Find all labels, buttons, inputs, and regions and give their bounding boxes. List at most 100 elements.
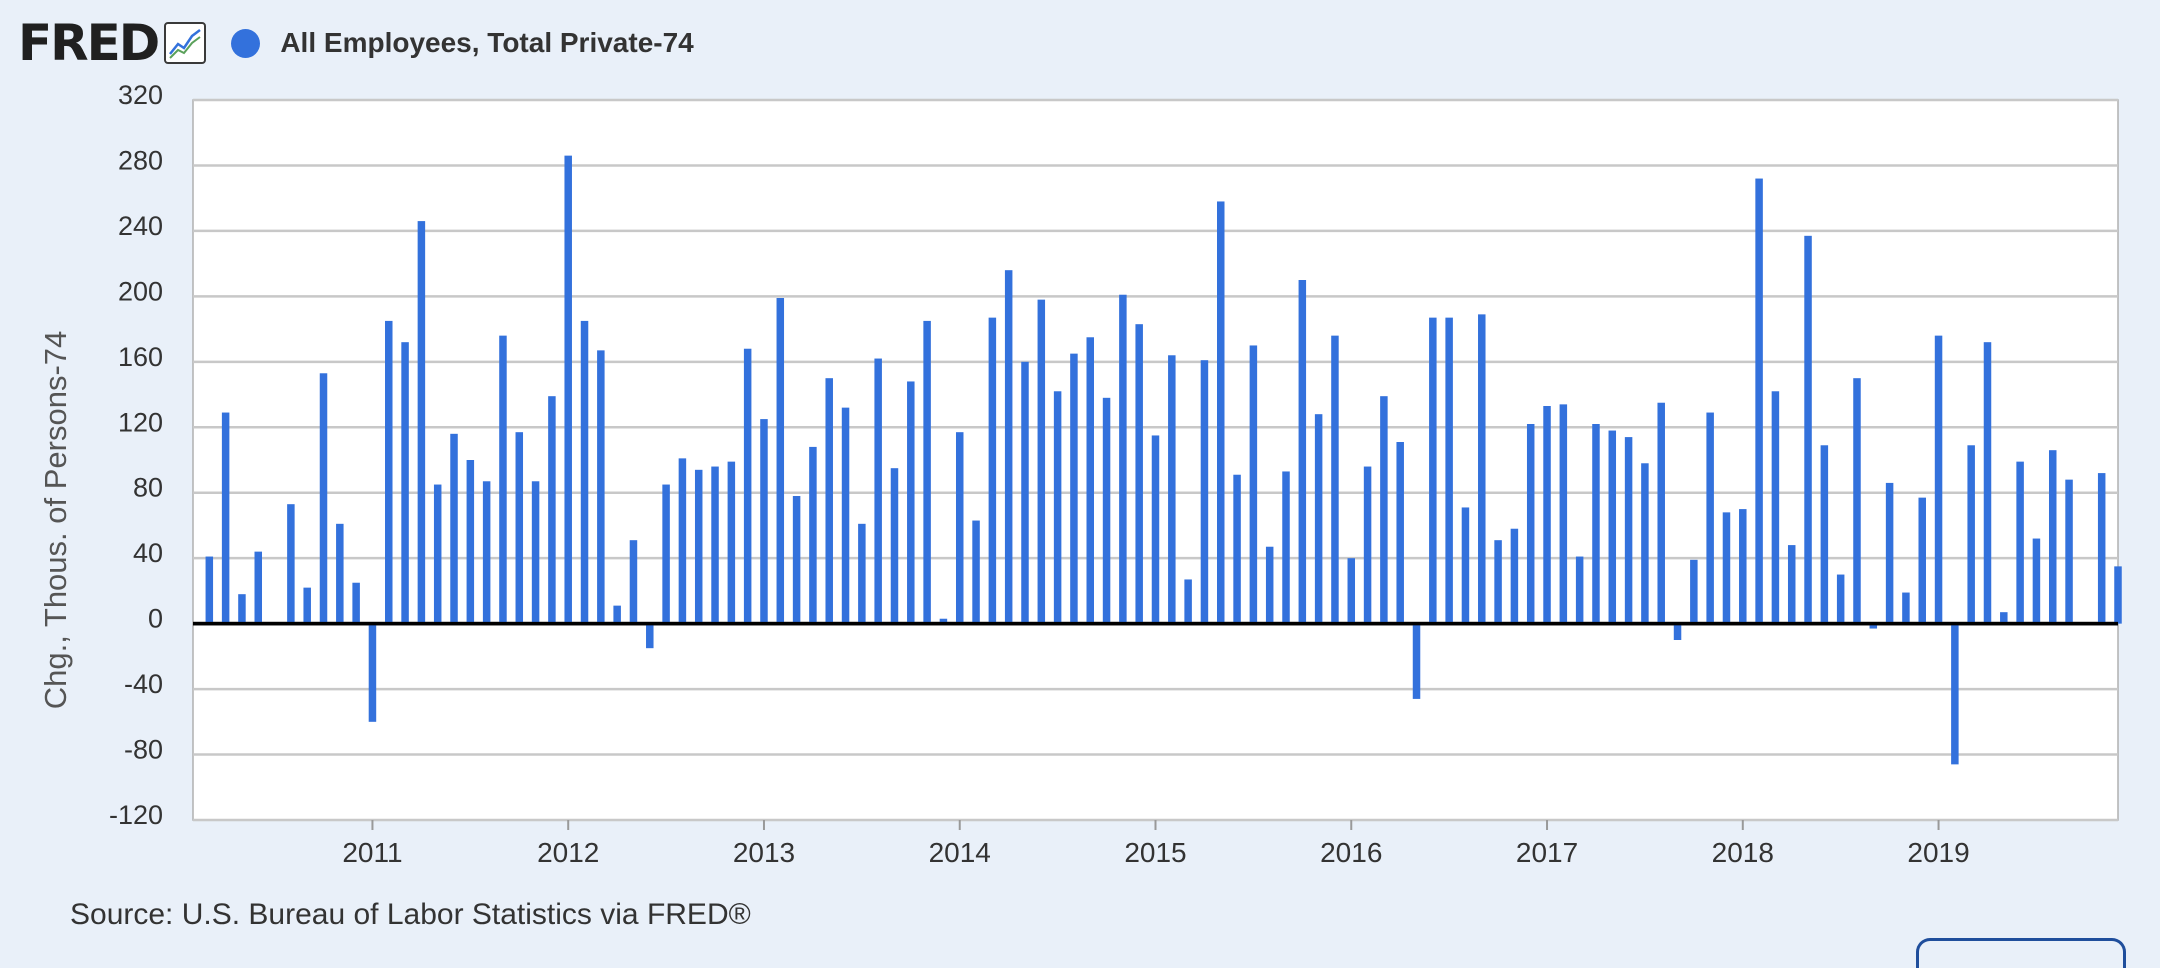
bar[interactable] [1119,294,1127,624]
bar[interactable] [1608,430,1617,624]
bar[interactable] [1641,463,1649,624]
bar[interactable] [2032,538,2041,624]
bar[interactable] [482,481,491,624]
bar[interactable] [694,469,703,624]
bar[interactable] [1363,466,1372,624]
bar[interactable] [1836,574,1845,624]
bar[interactable] [221,412,230,624]
bar[interactable] [1461,507,1470,624]
bar[interactable] [1070,353,1078,624]
bar[interactable] [1739,509,1747,624]
bar[interactable] [629,540,638,624]
bar[interactable] [1575,556,1584,624]
bar[interactable] [1934,335,1943,624]
bar[interactable] [1967,445,1975,624]
bar[interactable] [1053,391,1062,624]
bar[interactable] [1706,412,1714,624]
bar[interactable] [727,461,736,624]
bar[interactable] [613,605,621,624]
bar[interactable] [1510,528,1519,624]
bar[interactable] [548,396,556,624]
bar[interactable] [303,587,311,624]
bar[interactable] [499,335,507,624]
bar[interactable] [1885,482,1894,624]
bar[interactable] [2048,450,2057,624]
bar[interactable] [1314,414,1323,624]
bar[interactable] [205,556,214,624]
bar[interactable] [1918,497,1926,624]
bar[interactable] [1853,378,1861,624]
bar[interactable] [1673,623,1682,640]
bar[interactable] [2097,473,2106,624]
bar[interactable] [1494,540,1502,624]
bar[interactable] [1902,592,1910,624]
bar[interactable] [1233,474,1241,624]
bar[interactable] [1412,623,1421,699]
bar[interactable] [1592,424,1600,624]
bar[interactable] [1478,314,1486,624]
bar[interactable] [450,433,458,624]
bar[interactable] [1217,201,1225,624]
fred-logo[interactable]: FRED [18,14,160,72]
bar[interactable] [1249,345,1258,624]
bar[interactable] [646,623,654,649]
bar[interactable] [1445,317,1453,624]
bar[interactable] [352,582,360,624]
bar[interactable] [907,381,915,624]
bar[interactable] [1151,435,1160,624]
bar[interactable] [319,373,328,624]
bar[interactable] [988,317,997,624]
bar[interactable] [1722,512,1731,624]
bar[interactable] [1037,299,1046,624]
bar[interactable] [385,320,393,624]
bar[interactable] [1396,442,1404,624]
bar[interactable] [841,407,850,624]
bar[interactable] [1869,623,1878,629]
bar[interactable] [890,468,899,624]
bar[interactable] [2065,479,2073,624]
bar[interactable] [972,520,980,624]
bar[interactable] [923,320,931,624]
bar[interactable] [825,378,833,624]
bar[interactable] [417,221,426,624]
bar[interactable] [743,348,752,624]
bar[interactable] [2000,612,2008,624]
bar[interactable] [776,298,785,624]
bar[interactable] [678,458,687,624]
bar[interactable] [1787,545,1796,624]
bar[interactable] [401,342,409,624]
bar[interactable] [1690,559,1698,624]
bar[interactable] [515,432,524,624]
bar[interactable] [580,320,589,624]
bar[interactable] [1804,235,1812,624]
bar[interactable] [433,484,442,624]
bar[interactable] [1282,471,1290,624]
bar[interactable] [955,432,964,624]
bar[interactable] [1624,437,1633,624]
bar[interactable] [368,623,377,722]
bar[interactable] [1168,355,1176,624]
bar[interactable] [1298,280,1307,624]
bar[interactable] [1135,324,1143,624]
bar[interactable] [1657,402,1665,624]
bar[interactable] [858,523,866,624]
line-chart-icon[interactable] [164,22,207,64]
bar[interactable] [1951,623,1959,765]
bar[interactable] [238,594,246,624]
bar[interactable] [2016,461,2024,624]
bar[interactable] [1983,342,1992,624]
bar[interactable] [1543,406,1551,624]
bar[interactable] [1755,178,1763,624]
bar[interactable] [1820,445,1829,624]
bar[interactable] [1004,270,1013,624]
bar[interactable] [874,358,882,624]
bar[interactable] [531,481,540,624]
bar[interactable] [597,350,605,624]
bar[interactable] [1429,317,1437,624]
bar[interactable] [662,484,670,624]
bar[interactable] [792,496,801,624]
bar[interactable] [1086,337,1094,624]
edit-graph-button[interactable] [1916,938,2126,968]
bar[interactable] [466,460,475,624]
bar[interactable] [1771,391,1780,624]
